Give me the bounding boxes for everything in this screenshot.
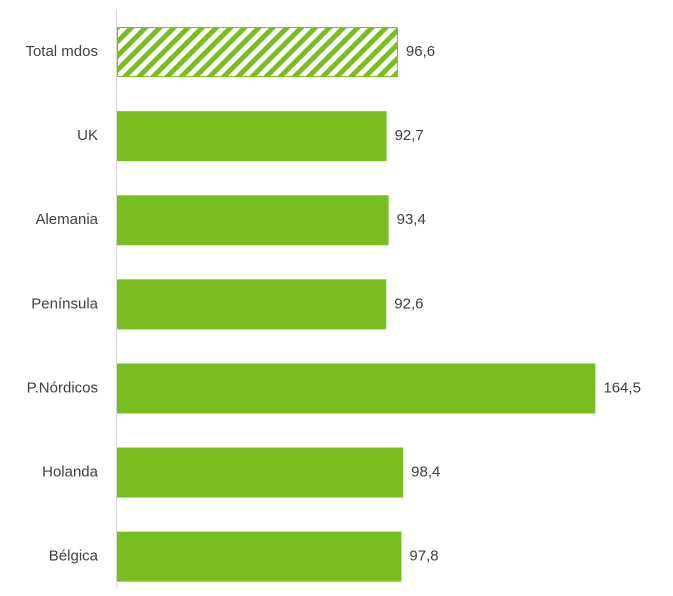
bar-p-n-rdicos: [117, 363, 596, 414]
category-label-holanda: Holanda: [42, 464, 99, 481]
category-label-p-n-rdicos: P.Nórdicos: [27, 379, 98, 396]
value-label-total-mdos: 96,6: [406, 43, 435, 60]
bar-uk: [117, 111, 387, 162]
value-label-b-lgica: 97,8: [409, 548, 438, 565]
bar-b-lgica: [117, 531, 402, 582]
value-label-p-n-rdicos: 164,5: [603, 379, 641, 396]
bar-pen-nsula: [117, 279, 387, 330]
bars-layer: [117, 27, 596, 582]
value-label-alemania: 93,4: [397, 211, 426, 228]
bar-holanda: [117, 447, 404, 498]
value-label-uk: 92,7: [395, 127, 424, 144]
value-label-pen-nsula: 92,6: [394, 295, 423, 312]
labels-layer: Total mdos 96,6 UK 92,7 Alemania 93,4 Penínsul…: [25, 43, 640, 565]
category-label-total-mdos: Total mdos: [25, 43, 98, 60]
bar-alemania: [117, 195, 389, 246]
category-label-alemania: Alemania: [35, 211, 98, 228]
category-label-uk: UK: [77, 127, 98, 144]
bar-total-mdos: [117, 27, 398, 78]
value-label-holanda: 98,4: [411, 464, 440, 481]
category-label-b-lgica: Bélgica: [49, 548, 99, 565]
category-label-pen-nsula: Península: [31, 295, 98, 312]
